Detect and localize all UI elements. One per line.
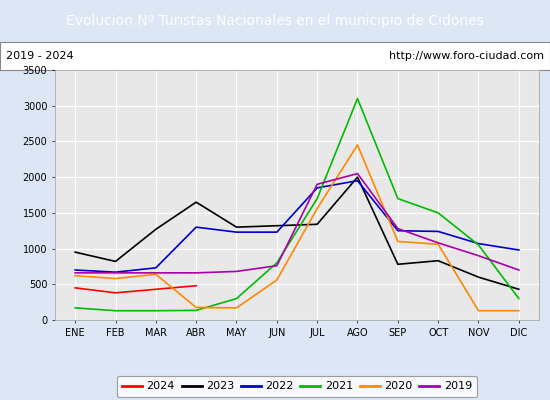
Legend: 2024, 2023, 2022, 2021, 2020, 2019: 2024, 2023, 2022, 2021, 2020, 2019: [117, 376, 477, 397]
Text: 2019 - 2024: 2019 - 2024: [6, 51, 73, 61]
Text: Evolucion Nº Turistas Nacionales en el municipio de Cidones: Evolucion Nº Turistas Nacionales en el m…: [66, 14, 484, 28]
Text: http://www.foro-ciudad.com: http://www.foro-ciudad.com: [389, 51, 544, 61]
